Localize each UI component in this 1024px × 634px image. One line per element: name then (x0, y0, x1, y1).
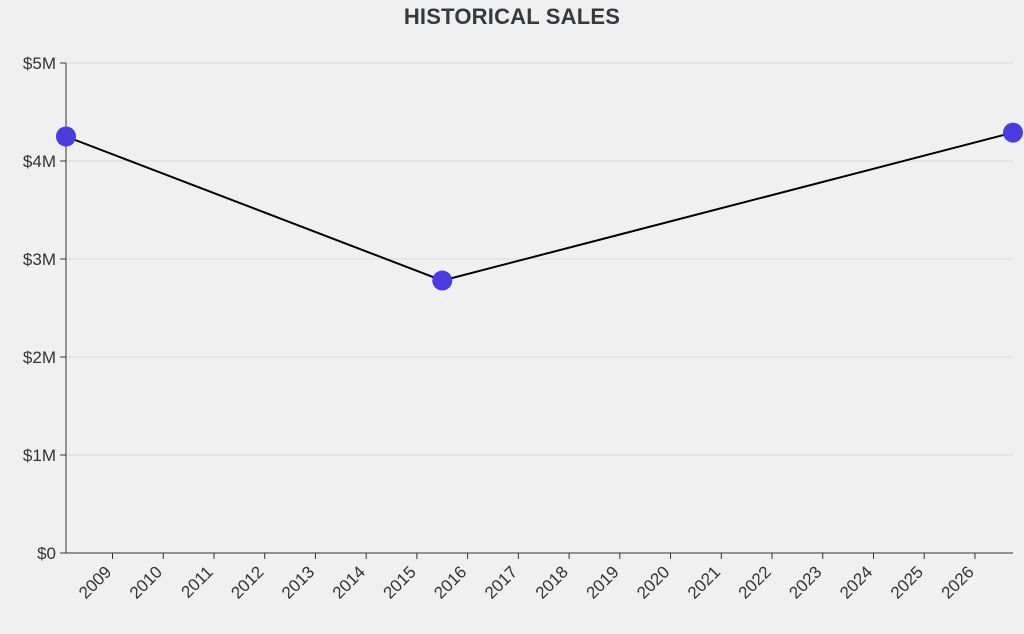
x-tick-label: 2011 (178, 562, 217, 601)
data-point (56, 126, 76, 147)
x-tick-label: 2014 (329, 562, 369, 602)
data-point (432, 270, 453, 291)
y-tick-label: $5M (23, 54, 56, 73)
data-point (1003, 122, 1023, 143)
series-line (65, 131, 1014, 282)
x-tick-label: 2024 (836, 562, 876, 602)
x-tick-label: 2010 (126, 562, 166, 602)
x-tick-label: 2026 (938, 562, 978, 602)
x-tick-label: 2022 (735, 562, 775, 602)
x-tick-label: 2019 (582, 562, 622, 602)
y-tick-label: $3M (23, 250, 56, 269)
y-tick-label: $4M (23, 152, 56, 171)
x-tick-label: 2023 (785, 562, 825, 602)
y-tick-label: $2M (23, 348, 56, 367)
x-tick-label: 2025 (887, 562, 927, 602)
x-tick-label: 2021 (684, 562, 724, 602)
x-tick-label: 2017 (481, 562, 521, 602)
x-tick-label: 2015 (380, 562, 420, 602)
x-tick-label: 2020 (633, 562, 673, 602)
chart-title: HISTORICAL SALES (403, 4, 621, 29)
y-tick-label: $1M (23, 446, 56, 465)
x-tick-label: 2012 (227, 562, 267, 602)
x-tick-label: 2009 (75, 562, 115, 602)
x-tick-label: 2018 (532, 562, 572, 602)
y-tick-label: $0 (37, 544, 56, 563)
x-tick-label: 2016 (430, 562, 470, 602)
x-tick-label: 2013 (278, 562, 318, 602)
